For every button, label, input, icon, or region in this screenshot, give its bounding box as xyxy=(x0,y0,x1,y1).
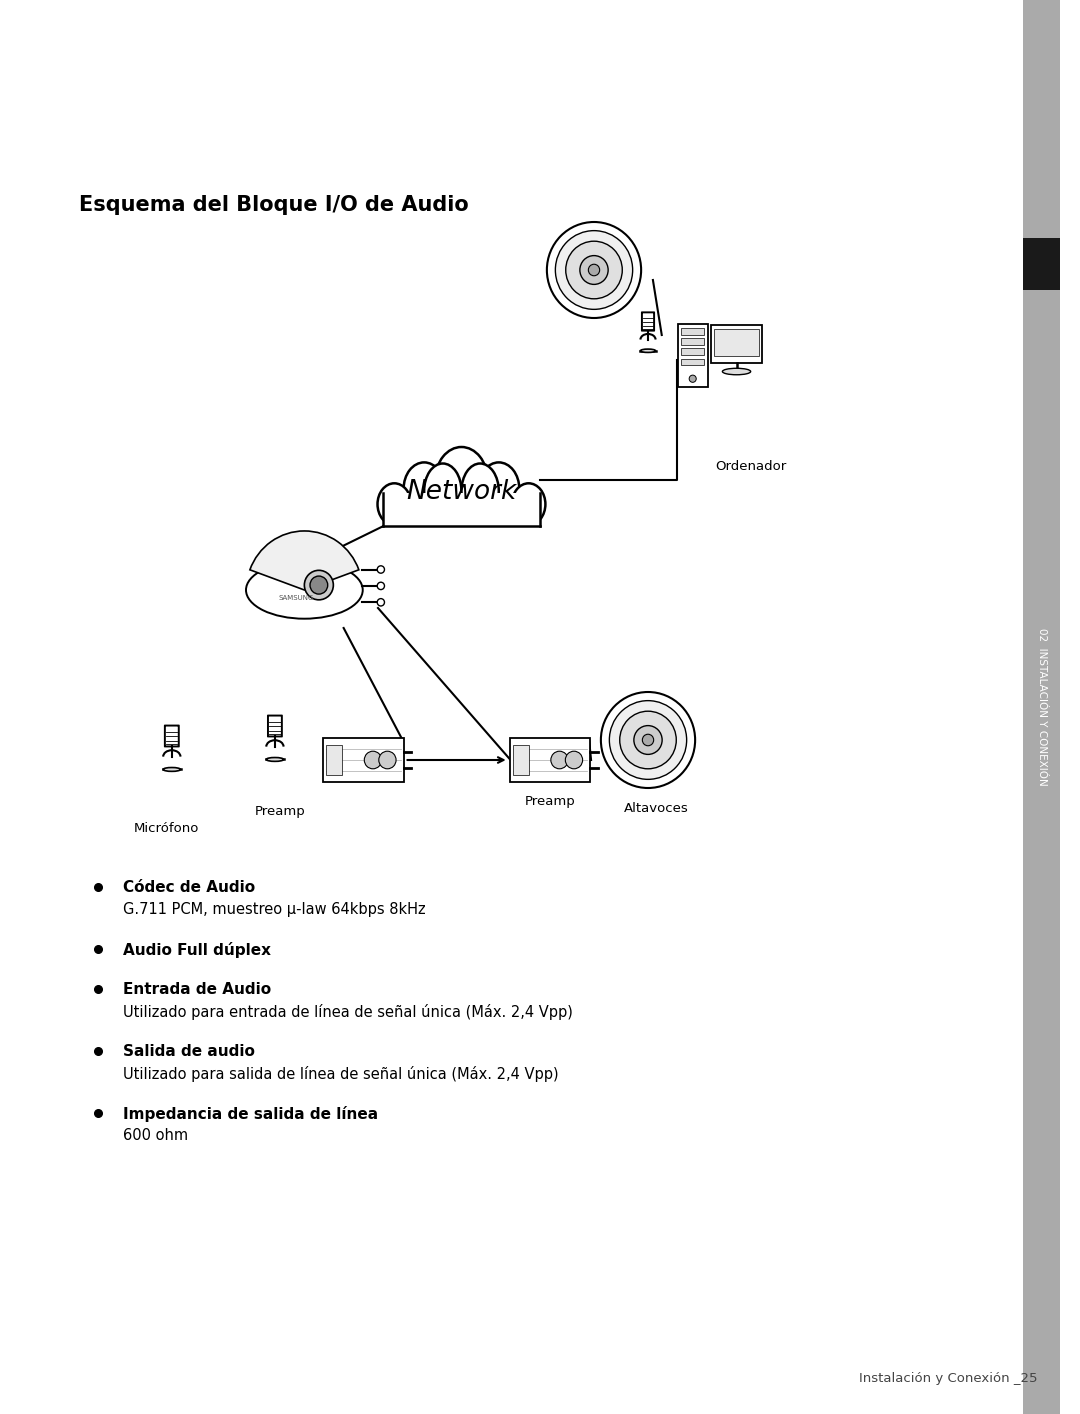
Circle shape xyxy=(609,701,687,779)
Bar xyxy=(711,325,762,363)
Text: Esquema del Bloque I/O de Audio: Esquema del Bloque I/O de Audio xyxy=(79,195,469,215)
Ellipse shape xyxy=(478,462,519,515)
Ellipse shape xyxy=(723,368,751,375)
Text: Salida de audio: Salida de audio xyxy=(123,1044,255,1059)
Wedge shape xyxy=(249,532,359,590)
Circle shape xyxy=(379,751,396,769)
Bar xyxy=(678,324,707,387)
Bar xyxy=(1023,238,1061,290)
Bar xyxy=(383,493,540,526)
Bar xyxy=(681,338,704,345)
Text: Códec de Audio: Códec de Audio xyxy=(123,880,255,895)
Circle shape xyxy=(620,711,676,769)
Text: Utilizado para entrada de línea de señal única (Máx. 2,4 Vpp): Utilizado para entrada de línea de señal… xyxy=(123,1004,572,1019)
Ellipse shape xyxy=(378,484,411,525)
Ellipse shape xyxy=(267,758,284,761)
Circle shape xyxy=(634,725,662,755)
Text: Ordenador: Ordenador xyxy=(715,460,786,474)
Circle shape xyxy=(580,256,608,284)
FancyBboxPatch shape xyxy=(268,715,282,737)
Text: Micrófono: Micrófono xyxy=(134,822,200,836)
Circle shape xyxy=(689,375,697,382)
Circle shape xyxy=(377,583,384,590)
Circle shape xyxy=(589,264,599,276)
Bar xyxy=(1023,0,1061,1414)
Circle shape xyxy=(565,751,582,769)
Ellipse shape xyxy=(246,561,363,619)
Ellipse shape xyxy=(424,464,461,519)
Text: Impedancia de salida de línea: Impedancia de salida de línea xyxy=(123,1106,378,1121)
FancyBboxPatch shape xyxy=(165,725,179,747)
Ellipse shape xyxy=(163,768,180,772)
Text: SAMSUNG: SAMSUNG xyxy=(279,595,314,601)
Circle shape xyxy=(555,230,633,310)
Bar xyxy=(681,328,704,335)
Text: Audio Full dúplex: Audio Full dúplex xyxy=(123,942,271,959)
Bar xyxy=(681,359,704,365)
FancyBboxPatch shape xyxy=(642,312,654,331)
Circle shape xyxy=(377,566,384,573)
Text: Preamp: Preamp xyxy=(525,795,576,807)
Circle shape xyxy=(310,575,327,594)
Text: Utilizado para salida de línea de señal única (Máx. 2,4 Vpp): Utilizado para salida de línea de señal … xyxy=(123,1066,558,1082)
Circle shape xyxy=(305,570,334,600)
Circle shape xyxy=(566,242,622,298)
Circle shape xyxy=(600,691,696,788)
Ellipse shape xyxy=(640,349,656,352)
Circle shape xyxy=(643,734,653,745)
Text: G.711 PCM, muestreo μ-law 64kbps 8kHz: G.711 PCM, muestreo μ-law 64kbps 8kHz xyxy=(123,902,426,918)
Circle shape xyxy=(546,222,642,318)
Bar xyxy=(513,745,528,775)
Bar xyxy=(295,539,314,564)
Bar xyxy=(681,348,704,355)
Text: Preamp: Preamp xyxy=(255,805,306,819)
Bar xyxy=(326,745,342,775)
Text: Instalación y Conexión _25: Instalación y Conexión _25 xyxy=(859,1372,1038,1384)
Ellipse shape xyxy=(512,484,545,525)
Circle shape xyxy=(551,751,568,769)
Circle shape xyxy=(364,751,381,769)
Text: 600 ohm: 600 ohm xyxy=(123,1128,188,1143)
Circle shape xyxy=(377,598,384,607)
Text: Altavoces: Altavoces xyxy=(623,802,688,814)
Bar xyxy=(323,738,404,782)
Ellipse shape xyxy=(404,462,445,515)
Text: 02  INSTALACIÓN Y CONEXIÓN: 02 INSTALACIÓN Y CONEXIÓN xyxy=(1037,628,1047,786)
Bar xyxy=(714,329,759,356)
Ellipse shape xyxy=(435,447,487,513)
Ellipse shape xyxy=(461,464,499,519)
Text: Network: Network xyxy=(406,479,516,505)
Bar xyxy=(510,738,590,782)
Text: Entrada de Audio: Entrada de Audio xyxy=(123,981,271,997)
